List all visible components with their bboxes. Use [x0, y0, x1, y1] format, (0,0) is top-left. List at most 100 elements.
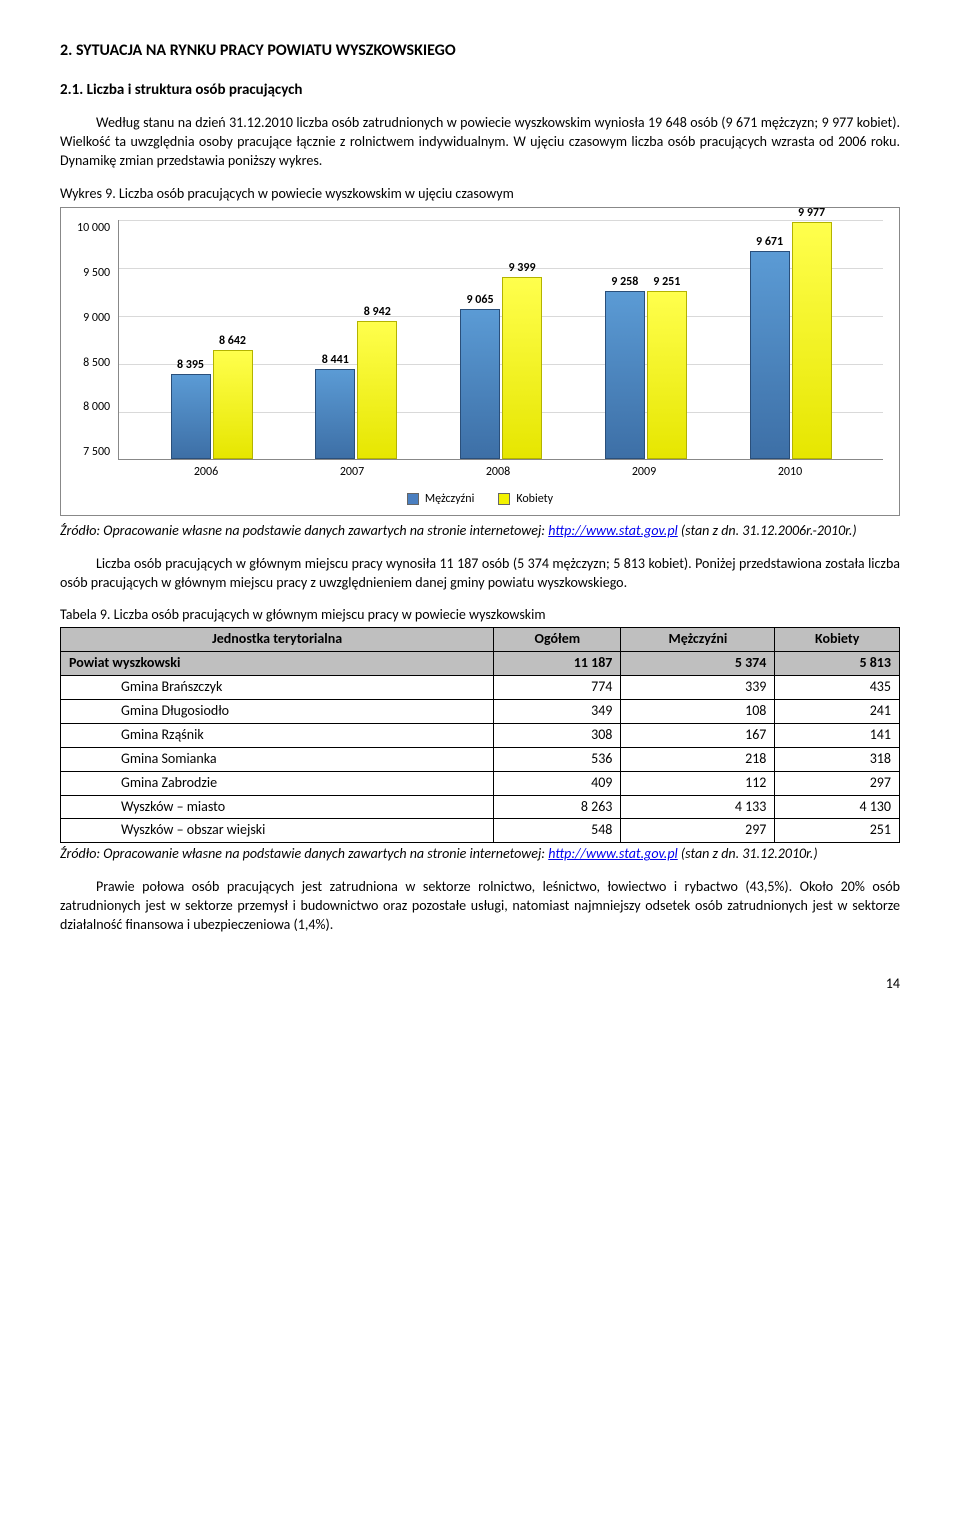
bar-male: 8 441	[315, 369, 355, 459]
bar-male: 9 671	[750, 251, 790, 459]
source2-suffix: (stan z dn. 31.12.2010r.)	[678, 845, 818, 862]
table-cell-value: 112	[621, 771, 775, 795]
table-cell-value: 774	[494, 676, 621, 700]
y-tick-label: 10 000	[77, 220, 110, 236]
table-cell-value: 409	[494, 771, 621, 795]
table-cell-value: 548	[494, 819, 621, 843]
table-cell-value: 349	[494, 700, 621, 724]
bar-male: 9 258	[605, 291, 645, 460]
table-row: Gmina Długosiodło349108241	[61, 700, 900, 724]
intro-paragraph: Według stanu na dzień 31.12.2010 liczba …	[60, 114, 900, 171]
y-tick-label: 7 500	[83, 444, 110, 460]
bar-value-label: 9 251	[653, 274, 680, 290]
table-cell-value: 297	[775, 771, 900, 795]
chart-y-axis: 10 000 9 500 9 000 8 500 8 000 7 500	[77, 220, 118, 460]
bar-value-label: 8 441	[322, 352, 349, 368]
table-header-cell: Mężczyźni	[621, 628, 775, 652]
x-tick-label: 2008	[457, 464, 539, 480]
swatch-male	[407, 493, 419, 505]
chart-title: Wykres 9. Liczba osób pracujących w powi…	[60, 185, 900, 204]
source1-suffix: (stan z dn. 31.12.2006r.-2010r.)	[678, 522, 857, 539]
bar-value-label: 8 942	[364, 304, 391, 320]
bar-value-label: 9 671	[756, 234, 783, 250]
bar-value-label: 9 065	[467, 292, 494, 308]
table-header-row: Jednostka terytorialnaOgółemMężczyźniKob…	[61, 628, 900, 652]
para2: Liczba osób pracujących w głównym miejsc…	[60, 555, 900, 593]
table-cell-value: 4 130	[775, 795, 900, 819]
chart-source: Źródło: Opracowanie własne na podstawie …	[60, 522, 900, 541]
table-cell-name: Gmina Rząśnik	[61, 723, 494, 747]
table-cell-name: Gmina Zabrodzie	[61, 771, 494, 795]
table-cell-value: 5 813	[775, 652, 900, 676]
y-tick-label: 9 500	[83, 265, 110, 281]
table-cell-name: Gmina Somianka	[61, 747, 494, 771]
table-cell-value: 4 133	[621, 795, 775, 819]
swatch-female	[498, 493, 510, 505]
table-header-cell: Kobiety	[775, 628, 900, 652]
table-cell-value: 241	[775, 700, 900, 724]
bar-female: 9 977	[792, 222, 832, 460]
chart-plot: 8 3958 6428 4418 9429 0659 3999 2589 251…	[118, 220, 883, 460]
x-tick-label: 2007	[311, 464, 393, 480]
table-cell-value: 435	[775, 676, 900, 700]
bar-female: 8 942	[357, 321, 397, 459]
table-row: Gmina Brańszczyk774339435	[61, 676, 900, 700]
bar-group: 8 3958 642	[171, 350, 253, 460]
source2-prefix: Źródło: Opracowanie własne na podstawie …	[60, 845, 548, 862]
table-cell-value: 297	[621, 819, 775, 843]
table-row: Gmina Rząśnik308167141	[61, 723, 900, 747]
table-cell-value: 536	[494, 747, 621, 771]
source2-link[interactable]: http://www.stat.gov.pl	[548, 845, 678, 862]
table-cell-value: 11 187	[494, 652, 621, 676]
bar-value-label: 8 395	[177, 357, 204, 373]
chart-legend: Mężczyźni Kobiety	[77, 491, 883, 507]
employment-table: Jednostka terytorialnaOgółemMężczyźniKob…	[60, 627, 900, 843]
bar-group: 9 0659 399	[460, 277, 542, 459]
legend-male: Mężczyźni	[407, 491, 474, 507]
table-cell-name: Wyszków – obszar wiejski	[61, 819, 494, 843]
table-row: Gmina Somianka536218318	[61, 747, 900, 771]
bar-female: 9 399	[502, 277, 542, 459]
x-tick-label: 2006	[165, 464, 247, 480]
table-cell-value: 8 263	[494, 795, 621, 819]
section-title: 2. SYTUACJA NA RYNKU PRACY POWIATU WYSZK…	[60, 40, 900, 62]
table-header-cell: Ogółem	[494, 628, 621, 652]
table-cell-value: 339	[621, 676, 775, 700]
table-cell-value: 167	[621, 723, 775, 747]
table-cell-value: 108	[621, 700, 775, 724]
subsection-title: 2.1. Liczba i struktura osób pracujących	[60, 80, 900, 100]
chart-x-axis: 20062007200820092010	[77, 460, 883, 480]
table-cell-name: Powiat wyszkowski	[61, 652, 494, 676]
legend-male-label: Mężczyźni	[425, 491, 474, 507]
table-cell-name: Gmina Długosiodło	[61, 700, 494, 724]
bar-female: 9 251	[647, 291, 687, 459]
bar-value-label: 9 977	[798, 205, 825, 221]
y-tick-label: 8 000	[83, 399, 110, 415]
table-cell-value: 141	[775, 723, 900, 747]
table-cell-name: Gmina Brańszczyk	[61, 676, 494, 700]
table-cell-value: 5 374	[621, 652, 775, 676]
bar-group: 9 6719 977	[750, 222, 832, 460]
bar-male: 9 065	[460, 309, 500, 459]
bar-chart: 10 0009 5009 0008 5008 0007 500 8 3958 6…	[60, 207, 900, 515]
source1-prefix: Źródło: Opracowanie własne na podstawie …	[60, 522, 548, 539]
x-tick-label: 2010	[749, 464, 831, 480]
bar-group: 9 2589 251	[605, 291, 687, 460]
legend-female: Kobiety	[498, 491, 553, 507]
y-tick-label: 9 000	[83, 310, 110, 326]
source1-link[interactable]: http://www.stat.gov.pl	[548, 522, 678, 539]
table-cell-name: Wyszków – miasto	[61, 795, 494, 819]
legend-female-label: Kobiety	[516, 491, 553, 507]
y-tick-label: 8 500	[83, 355, 110, 371]
bar-group: 8 4418 942	[315, 321, 397, 459]
table-row: Wyszków – obszar wiejski548297251	[61, 819, 900, 843]
table-cell-value: 308	[494, 723, 621, 747]
bar-male: 8 395	[171, 374, 211, 460]
table-cell-value: 251	[775, 819, 900, 843]
page-number: 14	[60, 975, 900, 994]
table-body: Powiat wyszkowski11 1875 3745 813Gmina B…	[61, 652, 900, 843]
table-total-row: Powiat wyszkowski11 1875 3745 813	[61, 652, 900, 676]
bar-value-label: 8 642	[219, 333, 246, 349]
bar-value-label: 9 258	[611, 274, 638, 290]
table-cell-value: 218	[621, 747, 775, 771]
